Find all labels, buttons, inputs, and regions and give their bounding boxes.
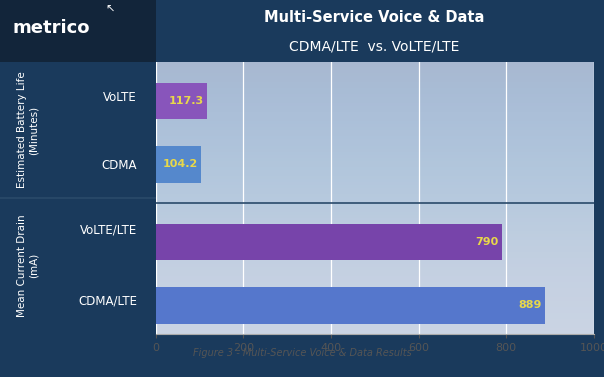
Text: CDMA: CDMA [101, 159, 137, 172]
Text: 117.3: 117.3 [169, 96, 204, 106]
Text: VoLTE/LTE: VoLTE/LTE [80, 224, 137, 237]
Bar [156, 287, 545, 324]
Text: Mean Current Drain
(mA): Mean Current Drain (mA) [18, 215, 39, 317]
Text: VoLTE: VoLTE [103, 91, 137, 104]
Text: Multi-Service Voice & Data: Multi-Service Voice & Data [265, 10, 484, 25]
Text: 889: 889 [518, 300, 542, 310]
Text: Estimated Battery Life
(Minutes): Estimated Battery Life (Minutes) [18, 72, 39, 188]
Text: Figure 3 - Multi-Service Voice & Data Results: Figure 3 - Multi-Service Voice & Data Re… [193, 348, 411, 358]
Text: metrico: metrico [12, 19, 89, 37]
Text: 790: 790 [475, 237, 498, 247]
Text: ↖: ↖ [106, 4, 115, 14]
Bar [156, 146, 202, 183]
Text: CDMA/LTE: CDMA/LTE [78, 294, 137, 308]
Bar [0, 0, 156, 62]
Bar [156, 83, 207, 119]
Text: CDMA/LTE  vs. VoLTE/LTE: CDMA/LTE vs. VoLTE/LTE [289, 40, 460, 54]
Bar [156, 224, 502, 261]
Text: 104.2: 104.2 [162, 159, 198, 169]
